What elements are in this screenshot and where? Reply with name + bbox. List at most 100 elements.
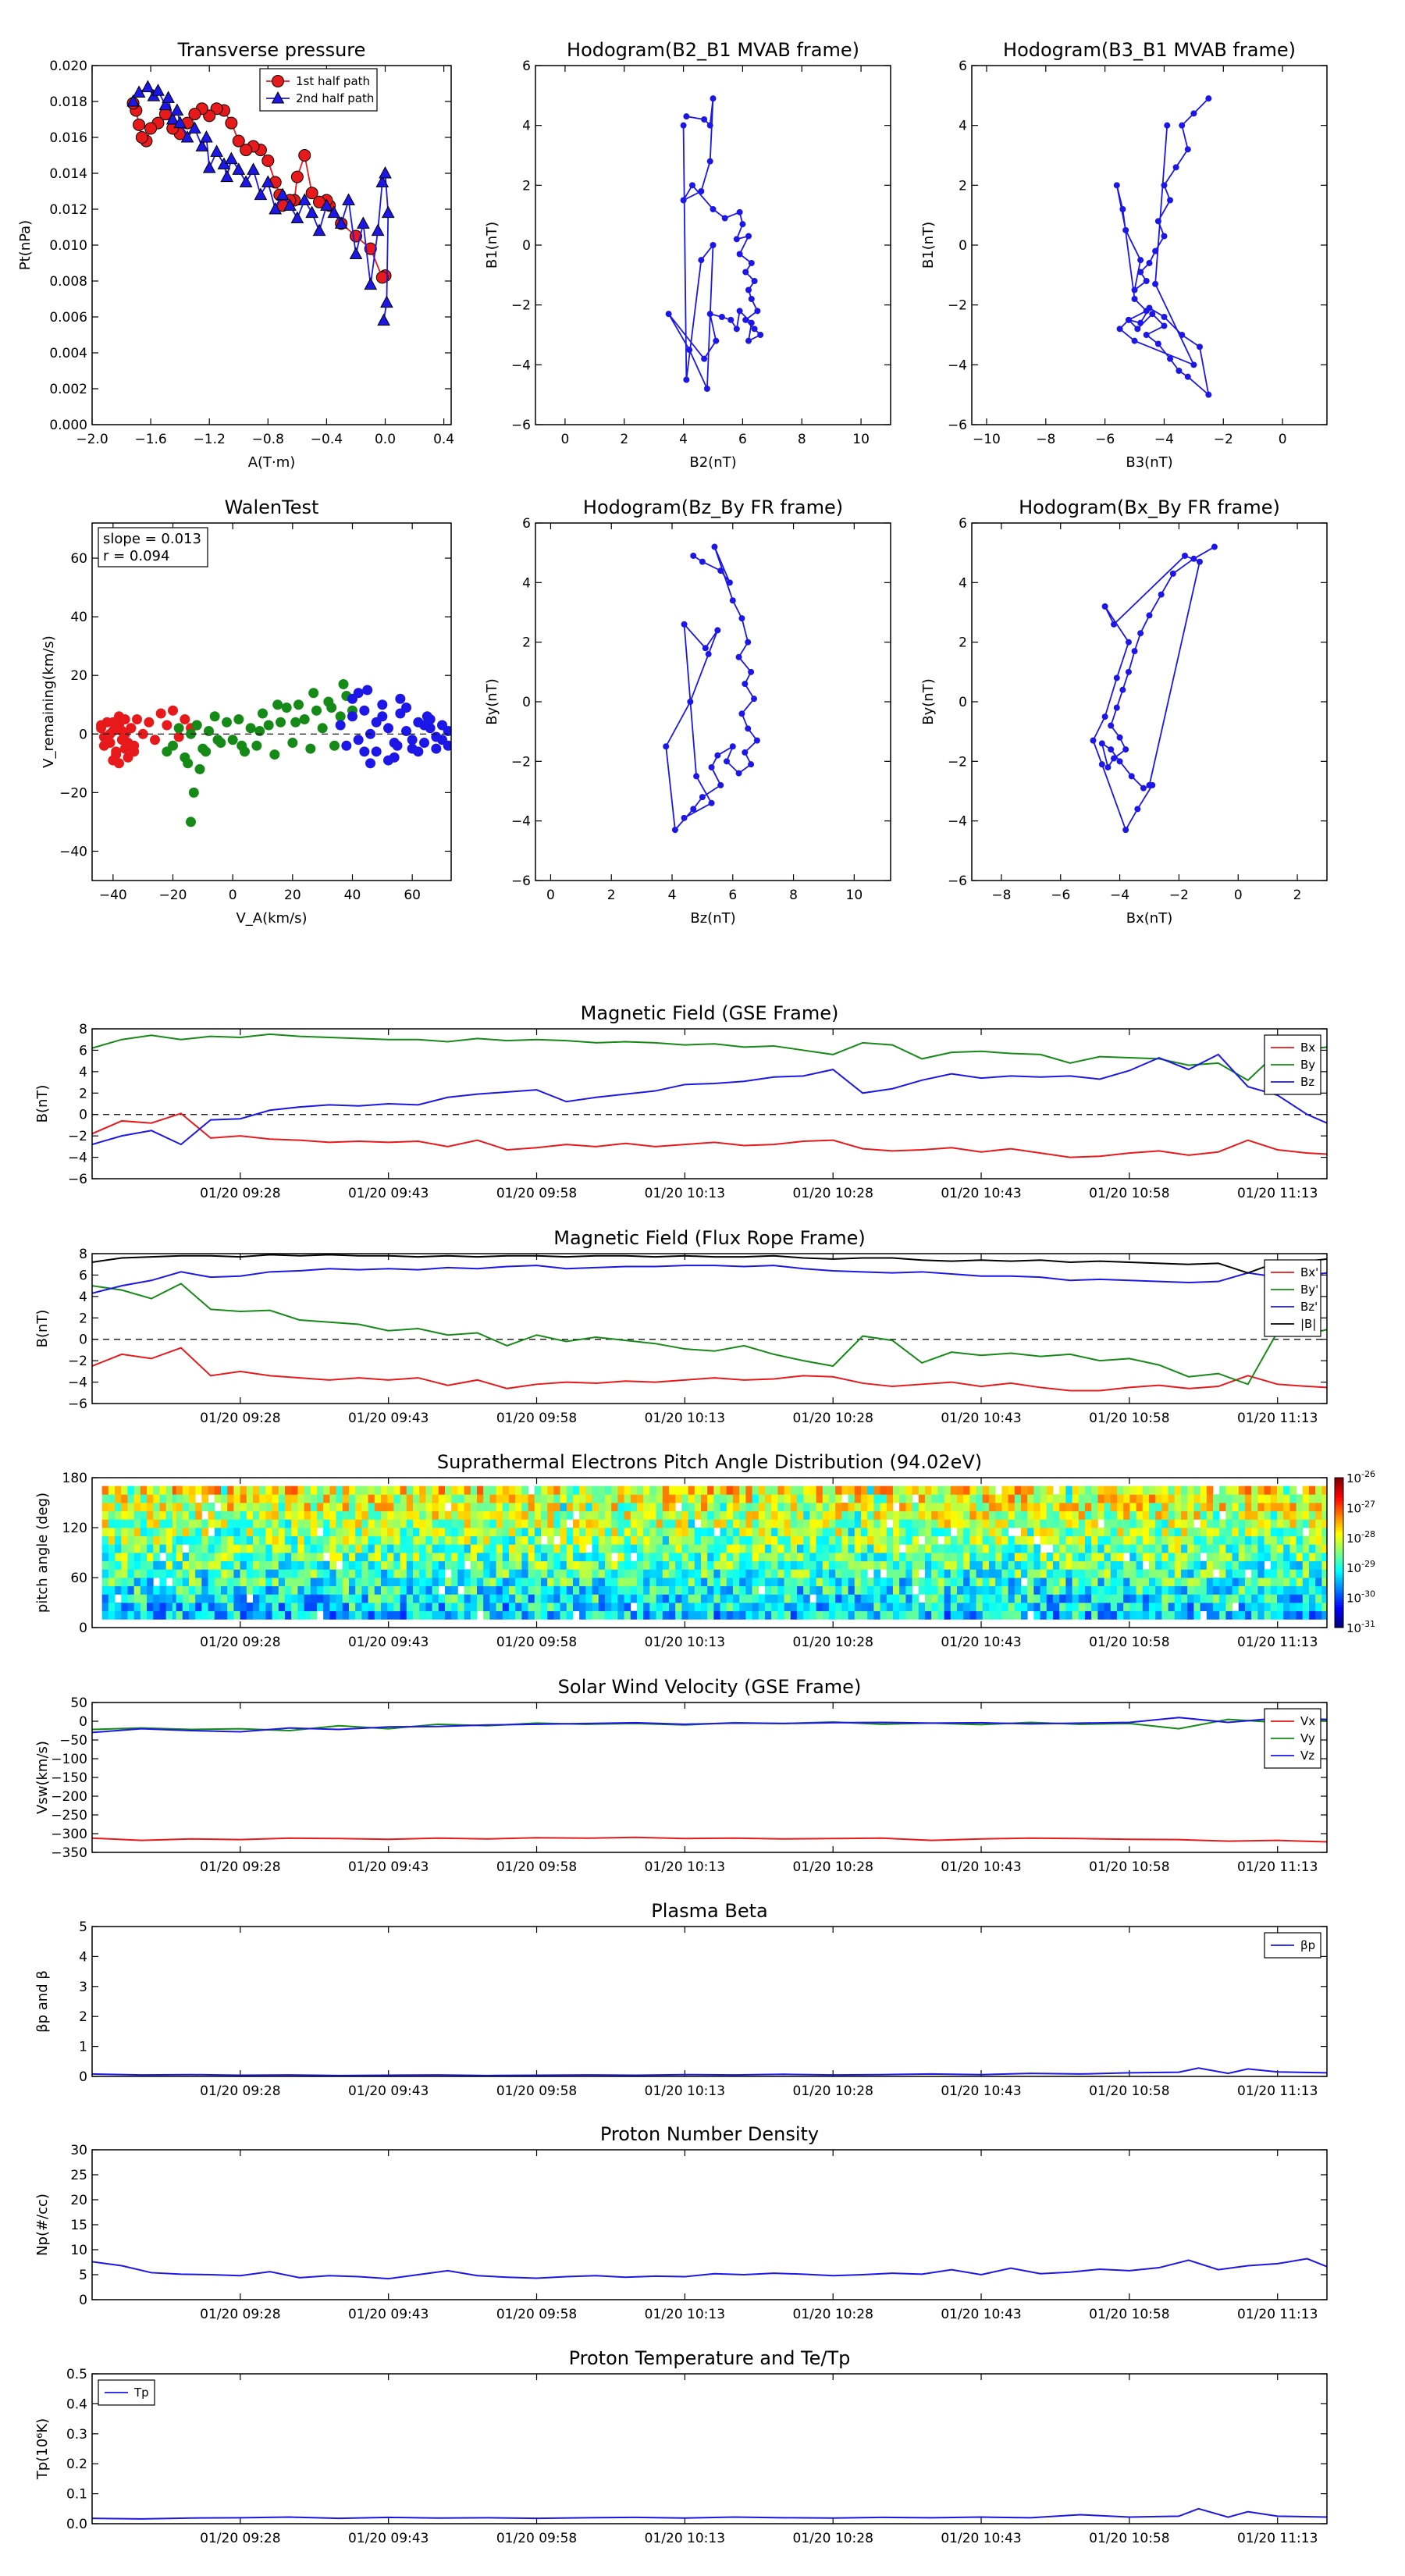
heatmap-cell <box>534 1569 542 1578</box>
heatmap-cell <box>387 1553 394 1562</box>
heatmap-cell <box>745 1519 752 1528</box>
heatmap-cell <box>432 1544 439 1553</box>
heatmap-cell <box>835 1510 842 1520</box>
heatmap-cell <box>432 1610 439 1620</box>
heatmap-cell <box>368 1560 375 1570</box>
heatmap-cell <box>636 1503 644 1512</box>
data-point <box>680 197 687 204</box>
heatmap-cell <box>675 1594 682 1603</box>
data-point <box>272 699 283 710</box>
heatmap-cell <box>201 1494 208 1503</box>
x-tick-label: 01/20 10:13 <box>645 2531 725 2546</box>
data-point <box>359 746 370 757</box>
heatmap-cell <box>1084 1519 1092 1528</box>
heatmap-cell <box>1136 1569 1144 1578</box>
heatmap-cell <box>1308 1535 1316 1545</box>
heatmap-cell <box>924 1485 932 1495</box>
heatmap-cell <box>1187 1485 1194 1495</box>
heatmap-cell <box>227 1544 234 1553</box>
heatmap-cell <box>976 1535 984 1545</box>
heatmap-cell <box>291 1535 298 1545</box>
heatmap-cell <box>214 1535 222 1545</box>
heatmap-cell <box>649 1610 656 1620</box>
panel-title: Hodogram(B2_B1 MVAB frame) <box>567 39 859 61</box>
heatmap-cell <box>1257 1494 1264 1503</box>
data-point <box>688 182 695 189</box>
heatmap-cell <box>1168 1560 1176 1570</box>
heatmap-cell <box>1257 1535 1264 1545</box>
y-tick-label: 0.020 <box>49 59 87 74</box>
heatmap-cell <box>1244 1578 1252 1587</box>
data-point <box>233 714 244 725</box>
heatmap-cell <box>147 1528 154 1537</box>
heatmap-cell <box>636 1528 644 1537</box>
heatmap-cell <box>713 1510 720 1520</box>
x-tick-label: 01/20 10:58 <box>1089 1186 1169 1201</box>
heatmap-cell <box>1219 1485 1226 1495</box>
heatmap-cell <box>732 1569 740 1578</box>
heatmap-cell <box>1008 1494 1016 1503</box>
heatmap-cell <box>387 1535 394 1545</box>
heatmap-cell <box>508 1585 516 1595</box>
heatmap-cell <box>643 1578 650 1587</box>
heatmap-cell <box>1046 1519 1054 1528</box>
heatmap-cell <box>400 1553 407 1562</box>
data-point <box>165 112 180 125</box>
heatmap-cell <box>291 1578 298 1587</box>
heatmap-cell <box>1033 1594 1040 1603</box>
heatmap-cell <box>1219 1503 1226 1512</box>
heatmap-cell <box>1065 1578 1072 1587</box>
heatmap-cell <box>1072 1510 1080 1520</box>
heatmap-cell <box>1001 1528 1008 1537</box>
heatmap-cell <box>1155 1585 1162 1595</box>
heatmap-cell <box>483 1569 490 1578</box>
heatmap-cell <box>1200 1585 1208 1595</box>
heatmap-cell <box>688 1569 695 1578</box>
heatmap-cell <box>108 1553 116 1562</box>
heatmap-cell <box>515 1603 522 1612</box>
heatmap-cell <box>284 1485 292 1495</box>
heatmap-cell <box>133 1528 141 1537</box>
heatmap-cell <box>777 1528 784 1537</box>
heatmap-cell <box>758 1528 766 1537</box>
heatmap-cell <box>515 1519 522 1528</box>
heatmap-cell <box>1321 1578 1327 1587</box>
heatmap-cell <box>982 1610 990 1620</box>
heatmap-cell <box>419 1578 426 1587</box>
heatmap-cell <box>809 1544 816 1553</box>
heatmap-cell <box>323 1560 330 1570</box>
heatmap-cell <box>133 1560 141 1570</box>
heatmap-cell <box>1264 1503 1272 1512</box>
heatmap-cell <box>752 1585 759 1595</box>
y-tick-label: −6 <box>68 1172 87 1187</box>
heatmap-cell <box>1238 1510 1246 1520</box>
heatmap-cell <box>348 1553 356 1562</box>
heatmap-cell <box>790 1553 798 1562</box>
heatmap-cell <box>1302 1519 1310 1528</box>
heatmap-cell <box>451 1503 458 1512</box>
heatmap-cell <box>886 1510 894 1520</box>
heatmap-cell <box>1033 1519 1040 1528</box>
heatmap-cell <box>1270 1519 1278 1528</box>
heatmap-cell <box>873 1560 880 1570</box>
heatmap-cell <box>406 1485 414 1495</box>
heatmap-cells <box>101 1485 1327 1620</box>
heatmap-cell <box>822 1578 830 1587</box>
heatmap-cell <box>444 1494 452 1503</box>
data-point <box>714 627 721 634</box>
heatmap-cell <box>777 1553 784 1562</box>
y-tick-label: 15 <box>70 2218 87 2233</box>
heatmap-cell <box>368 1603 375 1612</box>
heatmap-cell <box>630 1519 638 1528</box>
heatmap-cell <box>956 1603 964 1612</box>
heatmap-cell <box>892 1494 900 1503</box>
heatmap-cell <box>412 1610 420 1620</box>
heatmap-cell <box>220 1594 228 1603</box>
heatmap-cell <box>848 1503 855 1512</box>
heatmap-cell <box>540 1510 548 1520</box>
heatmap-cell <box>944 1494 951 1503</box>
heatmap-cell <box>1289 1528 1297 1537</box>
series-line <box>92 1836 1327 1843</box>
heatmap-cell <box>1052 1510 1060 1520</box>
heatmap-cell <box>457 1603 464 1612</box>
